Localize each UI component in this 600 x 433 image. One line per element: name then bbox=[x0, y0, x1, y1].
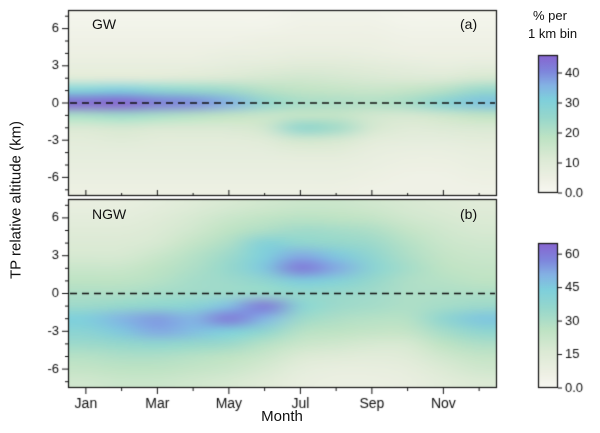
colorbar-title-line2: 1 km bin bbox=[528, 26, 578, 41]
colorbar-title-line1: % per bbox=[533, 8, 567, 23]
x-axis-title: Month bbox=[261, 408, 303, 425]
panel-a-tag: (a) bbox=[460, 16, 478, 32]
panel-b-label: NGW bbox=[92, 206, 127, 222]
panel-a-label: GW bbox=[92, 16, 117, 32]
panel-b-tag: (b) bbox=[460, 206, 478, 222]
y-axis-title: TP relative altitude (km) bbox=[7, 120, 25, 280]
